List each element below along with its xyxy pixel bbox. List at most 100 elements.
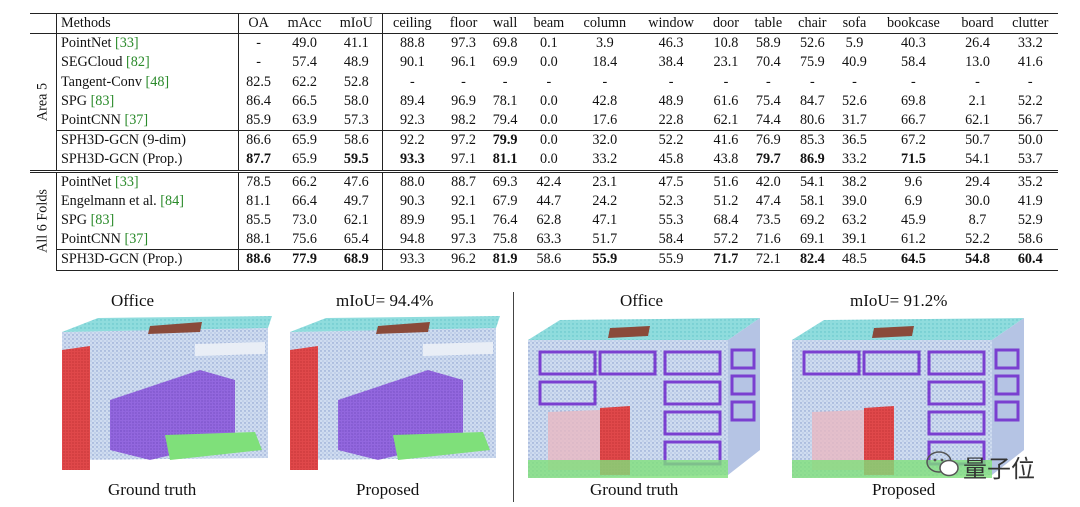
- value-cell: 45.9: [900, 212, 926, 229]
- value-cell: 79.9: [485, 130, 525, 151]
- column-header: table: [746, 12, 791, 35]
- citation-link[interactable]: [84]: [160, 192, 184, 209]
- value-cell: 50.7: [952, 130, 1003, 151]
- column-header: window: [636, 12, 706, 35]
- value-cell: 66.4: [292, 192, 317, 209]
- value-cell: -: [668, 73, 674, 90]
- value-cell: 52.6: [842, 92, 867, 109]
- wechat-icon: [926, 451, 959, 477]
- value-cell: 66.7: [900, 112, 926, 129]
- table-row: SPG [83] 86.4 66.5 58.0 89.4 96.9 78.1 0.0 42.8 4…: [30, 91, 1058, 112]
- method-name: SPH3D-GCN (Prop.): [61, 251, 183, 268]
- citation-link[interactable]: [33]: [115, 173, 139, 190]
- value-cell: -: [602, 73, 608, 90]
- group-label: All 6 Folds: [34, 189, 51, 254]
- value-cell: 66.5: [292, 92, 317, 109]
- value-cell: 58.4: [658, 231, 684, 248]
- method-cell: Tangent-Conv [48]: [56, 72, 239, 92]
- column-header: ceiling: [382, 12, 442, 35]
- method-name: SPH3D-GCN (Prop.): [61, 151, 183, 168]
- value-cell: 47.6: [330, 169, 383, 192]
- value-cell: 52.8: [330, 72, 383, 92]
- value-cell: 65.4: [330, 230, 383, 250]
- value-cell: 58.9: [755, 35, 781, 52]
- column-header: mIoU: [330, 12, 383, 35]
- citation-link[interactable]: [83]: [90, 212, 115, 229]
- value-cell: 45.8: [658, 151, 684, 168]
- table-row: SPH3D-GCN (Prop.) 88.6 77.9 68.9 93.3 96.2 81.…: [30, 249, 1058, 271]
- value-cell: 75.9: [799, 54, 825, 71]
- value-cell: 46.3: [658, 35, 684, 52]
- value-cell: 39.0: [842, 192, 867, 209]
- column-header: wall: [485, 12, 525, 35]
- value-cell: 22.8: [658, 112, 684, 129]
- value-cell: 78.5: [238, 169, 279, 192]
- value-cell: 35.2: [1002, 169, 1058, 192]
- value-cell: 43.8: [713, 151, 739, 168]
- value-cell: 29.4: [952, 169, 1003, 192]
- value-cell: 97.1: [451, 151, 476, 168]
- value-cell: 74.4: [755, 112, 781, 129]
- column-header: door: [705, 12, 747, 35]
- value-cell: 5.9: [845, 35, 864, 52]
- value-cell: 89.9: [399, 212, 425, 229]
- column-header: column: [572, 12, 637, 35]
- value-cell: 58.0: [330, 91, 383, 112]
- value-cell: 90.1: [399, 54, 425, 71]
- value-cell: 69.8: [492, 35, 518, 52]
- table-row: Engelmann et al. [84] 81.1 66.4 49.7 90.3 92.…: [30, 191, 1058, 212]
- value-cell: 93.3: [399, 151, 425, 168]
- value-cell: 52.9: [1017, 212, 1043, 229]
- citation-link[interactable]: [48]: [145, 73, 170, 90]
- citation-link[interactable]: [33]: [115, 35, 139, 52]
- column-header: bookcase: [874, 12, 953, 35]
- value-cell: 48.5: [834, 249, 875, 271]
- value-cell: 62.1: [965, 112, 990, 129]
- value-cell: 9.6: [874, 169, 953, 192]
- citation-link[interactable]: [83]: [90, 92, 115, 109]
- value-cell: 36.5: [834, 130, 875, 151]
- value-cell: 26.4: [965, 35, 990, 52]
- value-cell: -: [461, 73, 466, 90]
- value-cell: 49.0: [292, 35, 317, 52]
- value-cell: 38.4: [658, 54, 684, 71]
- value-cell: 17.6: [592, 112, 618, 129]
- value-cell: 69.1: [799, 231, 825, 248]
- table-row: Area 5 PointNet [33] -49.0 41.1 88.8 97.3 69.8…: [30, 33, 1058, 172]
- value-cell: 86.9: [799, 151, 825, 168]
- value-cell: 56.7: [1017, 112, 1043, 129]
- value-cell: 88.6: [238, 249, 279, 271]
- method-name: SPG: [61, 212, 91, 229]
- value-cell: 54.8: [952, 249, 1003, 271]
- column-header: mAcc: [278, 12, 331, 35]
- value-cell: 30.0: [965, 192, 990, 209]
- value-cell: 31.7: [842, 112, 867, 129]
- table-row: SPG [83] 85.5 73.0 62.1 89.9 95.1 76.4 62.8 47.1…: [30, 211, 1058, 231]
- group-label: Area 5: [34, 82, 51, 122]
- citation-link[interactable]: [37]: [124, 231, 149, 248]
- value-cell: 52.6: [799, 35, 825, 52]
- value-cell: 78.1: [492, 92, 518, 109]
- value-cell: 0.0: [539, 112, 558, 129]
- value-cell: -: [911, 73, 916, 90]
- value-cell: 92.1: [451, 192, 476, 209]
- value-cell: 71.6: [755, 231, 781, 248]
- value-cell: 85.3: [790, 130, 835, 151]
- value-cell: 8.7: [968, 212, 987, 229]
- value-cell: 69.9: [492, 54, 518, 71]
- value-cell: 82.4: [790, 249, 835, 271]
- value-cell: 94.8: [399, 231, 425, 248]
- table-row: All 6 Folds PointNet [33] 78.5 66.2 47.6 88.0…: [30, 169, 1058, 271]
- value-cell: -: [256, 54, 261, 71]
- value-cell: 71.5: [900, 151, 926, 168]
- column-header: chair: [790, 12, 835, 35]
- value-cell: 62.2: [292, 73, 317, 90]
- value-cell: 82.5: [246, 73, 271, 90]
- panel-2-caption: Proposed: [356, 480, 420, 499]
- table-header-row: Methods OA mAcc mIoU ceiling floor wall beam col…: [30, 12, 1058, 35]
- citation-link[interactable]: [82]: [126, 54, 150, 71]
- column-header: Methods: [56, 12, 239, 35]
- group-header-cell: [30, 12, 57, 35]
- citation-link[interactable]: [37]: [124, 112, 149, 129]
- value-cell: -: [852, 73, 857, 90]
